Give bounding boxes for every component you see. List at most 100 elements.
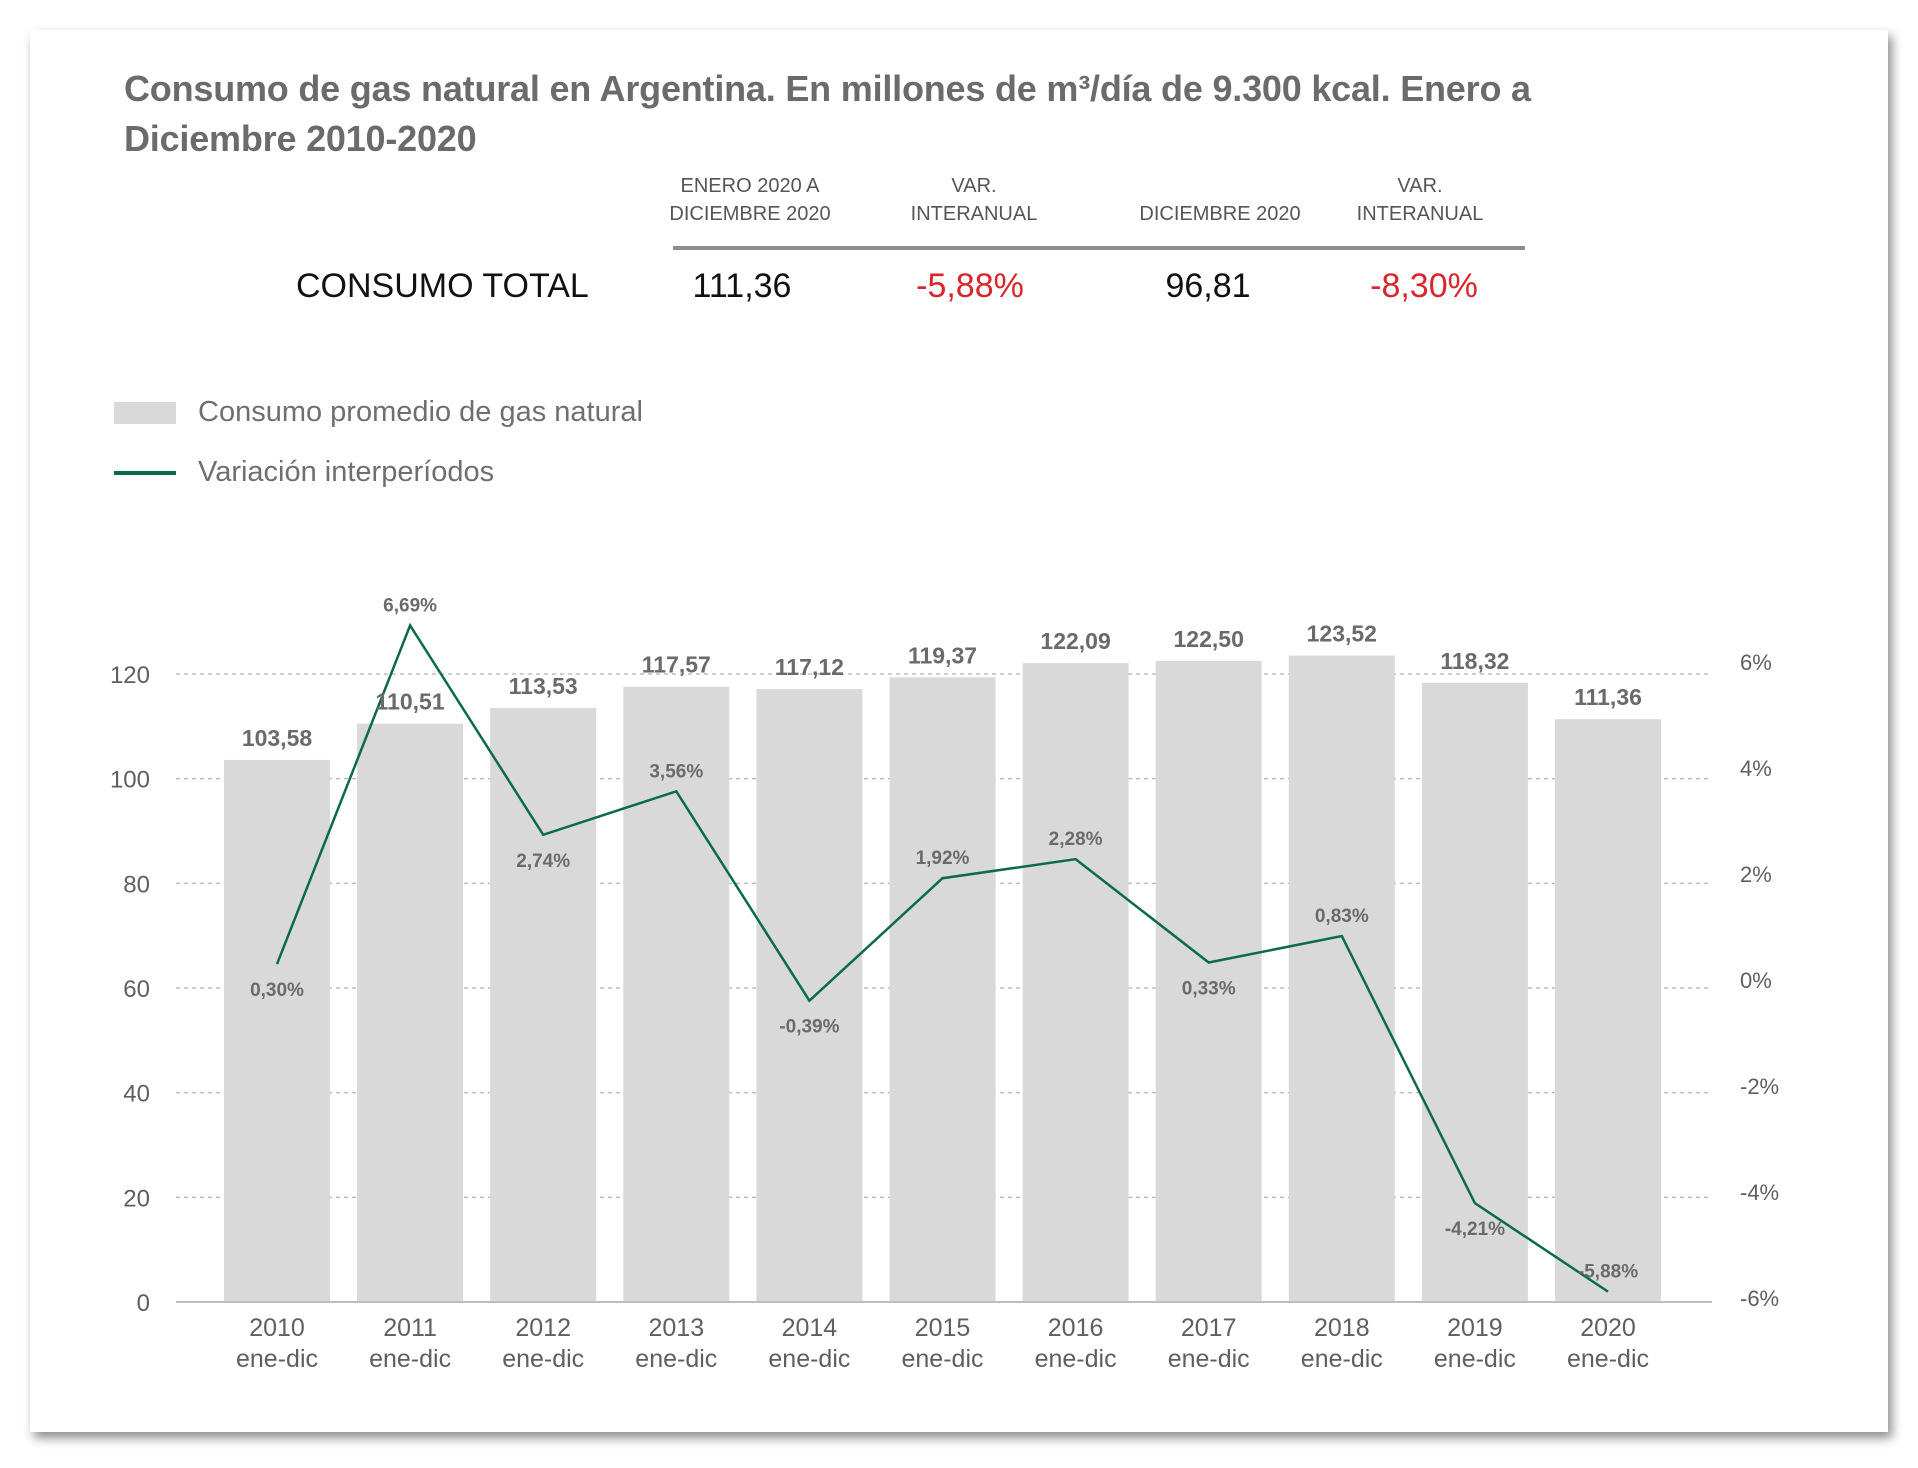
x-tick-label-line: ene-dic xyxy=(502,1345,584,1373)
bar-value-label: 123,52 xyxy=(1307,621,1377,647)
bar xyxy=(889,677,996,1302)
x-tick-label-line: 2017 xyxy=(1181,1314,1237,1342)
y-right-tick-label: 0% xyxy=(1740,968,1772,993)
bar xyxy=(1555,719,1661,1302)
line-value-label: 1,92% xyxy=(916,848,970,869)
x-tick-label-line: ene-dic xyxy=(369,1345,451,1373)
x-tick-label-line: ene-dic xyxy=(1168,1345,1250,1373)
summary-value: -5,88% xyxy=(916,267,1024,305)
bar xyxy=(1288,655,1395,1302)
x-tick-label-line: ene-dic xyxy=(236,1345,318,1373)
x-tick-label: 2015 ene-dic xyxy=(902,1314,984,1373)
summary-divider xyxy=(673,246,1525,250)
x-tick-label-line: 2015 xyxy=(915,1314,971,1342)
x-tick-label-line: 2013 xyxy=(648,1314,704,1342)
data-labels: 103,58 110,51 113,53 117,57 117,12 119,37 122,… xyxy=(242,595,1642,1282)
line-value-label: 0,30% xyxy=(250,980,304,1001)
legend-label: Variación interperíodos xyxy=(198,456,495,488)
x-tick-label: 2010 ene-dic xyxy=(236,1314,318,1373)
y-right-tick-label: -4% xyxy=(1740,1180,1779,1205)
x-tick-label: 2017 ene-dic xyxy=(1168,1314,1250,1373)
x-tick-label-line: 2019 xyxy=(1447,1314,1503,1342)
y-left-tick-label: 0 xyxy=(137,1290,150,1317)
x-tick-label-line: 2010 xyxy=(249,1314,305,1342)
line-value-label: -4,21% xyxy=(1445,1219,1505,1240)
y-left-tick-label: 80 xyxy=(123,871,150,898)
summary-header-text: DICIEMBRE 2020 xyxy=(1139,203,1301,225)
axes: 0 20 40 60 80 100 120 -6% -4% -2% 0% 2% 4% 6% 2010 ene-… xyxy=(110,650,1779,1373)
line-value-label: 2,74% xyxy=(516,851,570,872)
line-value-label: 6,69% xyxy=(383,595,437,616)
x-tick-label-line: ene-dic xyxy=(1301,1345,1383,1373)
y-right-tick-label: 4% xyxy=(1740,756,1772,781)
bar-value-label: 118,32 xyxy=(1440,648,1509,674)
summary-header: ENERO 2020 A DICIEMBRE 2020 xyxy=(652,172,848,228)
line-value-label: 0,83% xyxy=(1315,906,1369,927)
line-value-label: 2,28% xyxy=(1049,829,1103,850)
bar-value-label: 103,58 xyxy=(242,725,313,751)
x-tick-label-line: ene-dic xyxy=(635,1345,717,1373)
y-left-tick-label: 60 xyxy=(123,976,150,1003)
bar xyxy=(224,759,330,1302)
y-right-tick-label: -6% xyxy=(1740,1286,1779,1311)
x-tick-label-line: 2020 xyxy=(1580,1314,1636,1342)
x-tick-label: 2019 ene-dic xyxy=(1434,1314,1516,1373)
x-tick-label: 2014 ene-dic xyxy=(768,1314,850,1373)
x-tick-label-line: ene-dic xyxy=(768,1345,850,1373)
summary-header: VAR. INTERANUAL xyxy=(1322,172,1518,228)
bar xyxy=(490,707,597,1302)
bar-value-label: 117,57 xyxy=(642,652,711,678)
summary-header: DICIEMBRE 2020 xyxy=(1110,172,1330,225)
x-tick-label-line: 2016 xyxy=(1048,1314,1104,1342)
y-left-tick-label: 20 xyxy=(123,1185,150,1212)
y-left-tick-label: 40 xyxy=(123,1081,150,1108)
summary-header-text: ENERO 2020 A DICIEMBRE 2020 xyxy=(669,175,831,225)
line-path xyxy=(275,622,1609,1293)
x-tick-label-line: 2014 xyxy=(782,1314,838,1342)
x-tick-label-line: ene-dic xyxy=(902,1345,984,1373)
bar xyxy=(357,723,464,1302)
bar-value-label: 117,12 xyxy=(775,654,844,680)
summary-header-text: VAR. INTERANUAL xyxy=(1356,175,1484,225)
y-left-tick-label: 100 xyxy=(110,767,150,794)
x-tick-label: 2018 ene-dic xyxy=(1301,1314,1383,1373)
bar-value-label: 111,36 xyxy=(1574,684,1642,710)
bar xyxy=(1155,660,1262,1302)
x-tick-label-line: 2012 xyxy=(515,1314,571,1342)
x-tick-label-line: ene-dic xyxy=(1567,1345,1649,1373)
bar-value-label: 119,37 xyxy=(908,642,977,668)
bar-series xyxy=(224,655,1661,1302)
y-left-tick-label: 120 xyxy=(110,662,150,689)
summary-value: 111,36 xyxy=(692,267,792,305)
bar-value-label: 122,50 xyxy=(1174,626,1244,652)
bar xyxy=(756,689,863,1302)
x-tick-label: 2020 ene-dic xyxy=(1567,1314,1649,1373)
bar xyxy=(1421,682,1528,1302)
x-tick-label-line: ene-dic xyxy=(1434,1345,1516,1373)
summary-header-text: VAR. INTERANUAL xyxy=(910,175,1038,225)
summary-header: VAR. INTERANUAL xyxy=(876,172,1072,228)
bar-value-label: 122,09 xyxy=(1040,628,1110,654)
line-value-label: 0,33% xyxy=(1182,979,1236,1000)
summary-row-label: CONSUMO TOTAL xyxy=(296,267,589,305)
x-tick-label: 2011 ene-dic xyxy=(369,1314,451,1373)
summary-value: -8,30% xyxy=(1370,267,1478,305)
line-value-label: -0,39% xyxy=(779,1017,839,1038)
y-right-tick-label: 2% xyxy=(1740,862,1772,887)
x-tick-label-line: 2018 xyxy=(1314,1314,1370,1342)
chart-title: Consumo de gas natural en Argentina. En … xyxy=(124,68,1531,159)
x-tick-label: 2012 ene-dic xyxy=(502,1314,584,1373)
bar-value-label: 110,51 xyxy=(376,689,445,715)
x-tick-label-line: 2011 xyxy=(383,1314,437,1342)
legend-label: Consumo promedio de gas natural xyxy=(198,396,643,428)
y-right-tick-label: -2% xyxy=(1740,1074,1779,1099)
legend-swatch-line xyxy=(114,471,176,475)
line-series xyxy=(275,622,1609,1293)
bar xyxy=(623,686,730,1302)
x-tick-label-line: ene-dic xyxy=(1035,1345,1117,1373)
bar xyxy=(1022,663,1129,1302)
x-tick-label: 2013 ene-dic xyxy=(635,1314,717,1373)
legend-swatch-bar xyxy=(114,402,176,424)
summary-value: 96,81 xyxy=(1165,267,1251,305)
